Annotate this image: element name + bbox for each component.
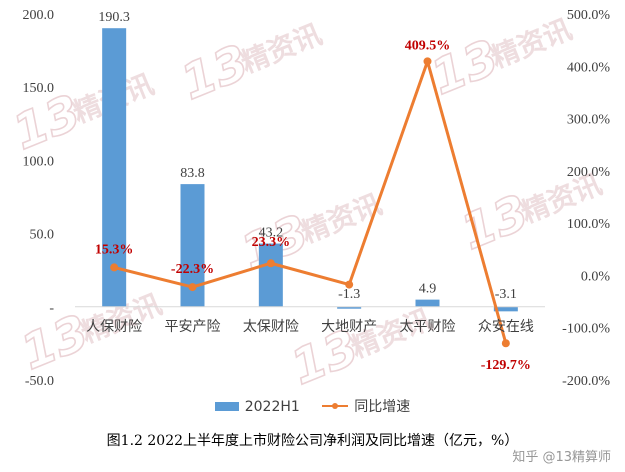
category-label: 众安在线	[478, 319, 534, 335]
bar	[337, 306, 362, 309]
left-tick-label: 100.0	[23, 154, 55, 169]
right-tick-label: 0.0%	[581, 269, 611, 284]
category-label: 太保财险	[243, 319, 299, 335]
legend-bar-swatch	[214, 402, 239, 411]
line-point	[266, 259, 275, 268]
right-tick-label: -200.0%	[562, 374, 610, 389]
left-tick-label: 150.0	[23, 81, 55, 96]
bar-data-label: 190.3	[98, 10, 130, 25]
category-label: 平安产险	[165, 319, 221, 335]
right-tick-label: 500.0%	[567, 8, 611, 23]
bar-data-labels: 190.3 83.8 43.2 -1.3 4.9 -3.1	[98, 10, 517, 302]
legend-bar-label: 2022H1	[244, 398, 300, 415]
legend-line-label: 同比增速	[354, 399, 411, 415]
line-point	[110, 263, 119, 272]
bar-data-label: 4.9	[419, 282, 437, 297]
line-point	[345, 280, 354, 289]
right-tick-label: -100.0%	[562, 322, 610, 337]
category-label: 大地财产	[321, 319, 377, 335]
chart-legend: 2022H1 同比增速	[0, 396, 625, 416]
line-data-label: 15.3%	[95, 242, 134, 257]
bar	[493, 306, 518, 312]
bar-series	[102, 28, 518, 312]
left-tick-label: 50.0	[30, 228, 55, 243]
legend-line-swatch	[322, 401, 349, 411]
legend-item-line: 同比增速	[322, 396, 410, 416]
right-y-axis: -200.0% -100.0% 0.0% 100.0% 200.0% 300.0% 400.…	[562, 8, 610, 389]
watermark-text: 精资讯	[486, 12, 576, 74]
line-data-label: 23.3%	[252, 235, 291, 250]
right-tick-label: 300.0%	[567, 113, 611, 128]
figure-caption: 图1.2 2022上半年度上市财险公司净利润及同比增速（亿元，%）	[106, 433, 519, 449]
combo-chart: 13精资讯13精资讯13精资讯13精资讯13精资讯13精资讯13精资讯 -50.…	[5, 8, 611, 392]
watermark-text: 精资讯	[236, 17, 326, 79]
bar-data-label: -3.1	[495, 287, 517, 302]
bar	[415, 299, 440, 307]
line-data-label: -22.3%	[171, 262, 214, 277]
line-point	[423, 57, 432, 66]
legend-item-bar: 2022H1	[214, 398, 300, 415]
left-tick-label: -	[49, 301, 54, 316]
line-data-labels: 15.3% -22.3% 23.3% 409.5% -129.7%	[95, 38, 531, 373]
right-tick-label: 400.0%	[567, 60, 611, 75]
bar	[102, 28, 127, 307]
line-point	[188, 283, 197, 292]
right-tick-label: 200.0%	[567, 165, 611, 180]
growth-line	[113, 59, 508, 344]
right-tick-label: 100.0%	[567, 217, 611, 232]
left-tick-label: 200.0	[23, 8, 55, 23]
line-series	[110, 57, 510, 348]
bar	[258, 243, 283, 307]
line-data-label: 409.5%	[405, 38, 451, 53]
bar-data-label: 43.2	[259, 226, 284, 241]
category-label: 人保财险	[86, 319, 142, 335]
category-label: 太平财险	[400, 319, 456, 335]
bar-data-label: -1.3	[338, 287, 360, 302]
source-credit: 知乎 @13精算师	[512, 450, 611, 465]
category-axis-labels: 人保财险 平安产险 太保财险 大地财产 太平财险 众安在线	[86, 319, 534, 335]
line-point	[501, 339, 510, 348]
bar-data-label: 83.8	[180, 166, 205, 181]
line-data-label: -129.7%	[481, 358, 531, 373]
left-tick-label: -50.0	[25, 374, 54, 389]
